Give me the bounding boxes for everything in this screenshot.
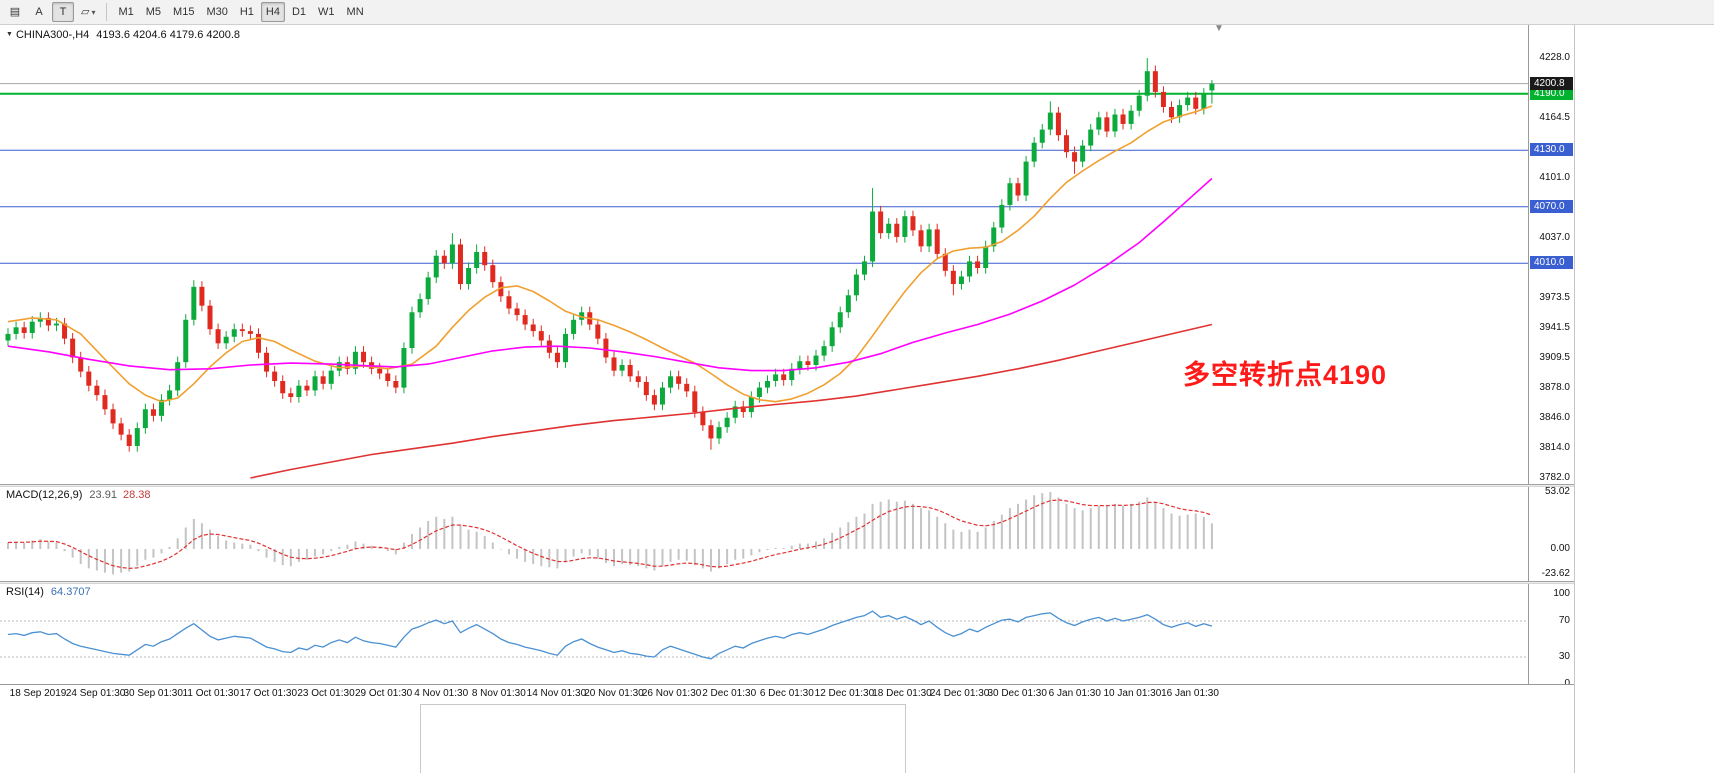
candlestick-chart[interactable] xyxy=(0,25,1528,484)
shapes-dropdown-button[interactable]: ▱ ▾ xyxy=(81,6,96,18)
dropdown-caret-icon: ▾ xyxy=(91,8,96,17)
price-badge: 4200.8 xyxy=(1530,76,1573,90)
chart-header: ▼ CHINA300-,H4 4193.6 4204.6 4179.6 4200.8 xyxy=(6,29,240,41)
rsi-axis-label: 30 xyxy=(1558,651,1570,662)
toolbar-separator xyxy=(106,3,108,21)
rsi-axis-label: 100 xyxy=(1553,588,1570,599)
time-axis-label: 30 Dec 01:30 xyxy=(987,688,1047,699)
time-axis-label: 10 Jan 01:30 xyxy=(1103,688,1162,699)
time-axis-label: 14 Nov 01:30 xyxy=(526,688,587,699)
price-axis-label: 4037.0 xyxy=(1539,231,1570,243)
timeframe-h1-button[interactable]: H1 xyxy=(239,6,254,18)
macd-value-main: 23.91 xyxy=(89,489,117,501)
timeframe-m5-button[interactable]: M5 xyxy=(145,6,162,18)
symbol-dropdown-icon[interactable]: ▼ xyxy=(6,31,13,38)
time-axis-label: 12 Dec 01:30 xyxy=(814,688,875,699)
price-badge: 4190.0 xyxy=(1530,86,1573,100)
rsi-chart[interactable] xyxy=(0,584,1528,684)
time-axis-label: 29 Oct 01:30 xyxy=(354,688,413,699)
time-axis-label: 18 Sep 2019 xyxy=(9,688,67,699)
price-axis-label: 3814.0 xyxy=(1539,441,1570,453)
macd-chart[interactable] xyxy=(0,487,1528,581)
panel-splitter[interactable] xyxy=(0,484,1574,487)
time-axis-label: 23 Oct 01:30 xyxy=(297,688,355,699)
chart-ohlc-values: 4193.6 4204.6 4179.6 4200.8 xyxy=(96,29,241,41)
time-axis-label: 24 Dec 01:30 xyxy=(929,688,990,699)
timeframe-w1-button[interactable]: W1 xyxy=(318,6,335,18)
time-axis-label: 16 Jan 01:30 xyxy=(1161,688,1219,699)
macd-axis-label: -23.62 xyxy=(1541,568,1570,580)
macd-axis-label: 0.00 xyxy=(1550,543,1570,554)
macd-signal-line xyxy=(7,499,1213,570)
bottom-area xyxy=(0,702,1574,773)
macd-panel[interactable]: MACD(12,26,9) 23.91 28.38 xyxy=(0,487,1528,581)
ma-mid xyxy=(7,177,1213,372)
ma-slow xyxy=(250,323,1213,479)
price-axis-label: 3846.0 xyxy=(1539,411,1570,423)
timeframe-m1-button[interactable]: M1 xyxy=(118,6,134,18)
drawing-tools-group: ▤ A T ▱ ▾ xyxy=(3,0,101,24)
toolbar: ▤ A T ▱ ▾ M1 M5 M15 M30 H1 H4 D1 W1 MN xyxy=(0,0,1714,25)
time-axis-label: 6 Dec 01:30 xyxy=(759,688,814,699)
time-axis[interactable]: 18 Sep 2019 24 Sep 01:30 30 Sep 01:30 11 Oc… xyxy=(0,684,1574,702)
time-axis-label: 30 Sep 01:30 xyxy=(123,688,183,699)
timeframe-h4-button[interactable]: H4 xyxy=(260,2,285,22)
price-badge: 4070.0 xyxy=(1530,199,1573,213)
rsi-axis[interactable]: 100 70 30 0 xyxy=(1528,584,1574,689)
price-axis[interactable]: 4228.04164.54101.04037.04005.63973.53941… xyxy=(1528,25,1574,484)
macd-axis[interactable]: 53.02 0.00 -23.62 xyxy=(1528,486,1574,581)
timeframe-group: M1 M5 M15 M30 H1 H4 D1 W1 MN xyxy=(112,0,369,24)
time-axis-label: 11 Oct 01:30 xyxy=(182,688,240,699)
ma-fast xyxy=(7,105,1213,403)
rsi-title: RSI(14) xyxy=(6,586,44,598)
price-badge: 4130.0 xyxy=(1530,143,1573,157)
rsi-value: 64.3707 xyxy=(50,586,91,598)
price-axis-label: 3941.5 xyxy=(1539,321,1570,333)
timeframe-d1-button[interactable]: D1 xyxy=(291,6,307,18)
cursor-tool-button[interactable]: ▤ xyxy=(9,6,21,18)
timeframe-m15-button[interactable]: M15 xyxy=(173,6,195,18)
rsi-line xyxy=(7,610,1213,660)
right-margin-area xyxy=(1574,25,1714,773)
price-badge: 4010.0 xyxy=(1530,256,1573,270)
time-axis-label: 6 Jan 01:30 xyxy=(1048,688,1101,699)
rsi-panel[interactable]: RSI(14) 64.3707 xyxy=(0,584,1528,684)
macd-axis-label: 53.02 xyxy=(1544,486,1570,497)
macd-value-signal: 28.38 xyxy=(122,489,151,501)
price-chart-plot-area[interactable]: ▼ CHINA300-,H4 4193.6 4204.6 4179.6 4200.8… xyxy=(0,25,1528,484)
macd-header: MACD(12,26,9) 23.91 28.38 xyxy=(6,489,150,501)
price-axis-label: 4228.0 xyxy=(1539,52,1570,63)
timeframe-m30-button[interactable]: M30 xyxy=(206,6,228,18)
rsi-axis-label: 0 xyxy=(1564,678,1570,689)
time-axis-label: 24 Sep 01:30 xyxy=(65,688,126,699)
bottom-window-fragment xyxy=(420,704,906,773)
text-tool-button[interactable]: T xyxy=(52,2,74,22)
price-axis-label: 4101.0 xyxy=(1539,171,1570,183)
price-axis-label: 3782.0 xyxy=(1539,472,1570,483)
time-axis-label: 20 Nov 01:30 xyxy=(584,688,644,699)
time-axis-label: 26 Nov 01:30 xyxy=(641,688,702,699)
time-axis-label: 8 Nov 01:30 xyxy=(471,688,526,699)
chart-shift-marker-icon[interactable]: ▼ xyxy=(1214,25,1224,34)
annotation-text: 多空转折点4190 xyxy=(1183,360,1388,390)
price-axis-label: 3878.0 xyxy=(1539,381,1570,393)
time-axis-label: 2 Dec 01:30 xyxy=(702,688,757,699)
text-annotation-a-button[interactable]: A xyxy=(35,6,43,18)
rsi-header: RSI(14) 64.3707 xyxy=(6,586,91,598)
time-axis-label: 17 Oct 01:30 xyxy=(239,688,298,699)
price-axis-label: 4164.5 xyxy=(1539,111,1570,123)
time-axis-label: 4 Nov 01:30 xyxy=(414,688,469,699)
time-axis-label: 18 Dec 01:30 xyxy=(872,688,932,699)
rsi-axis-label: 70 xyxy=(1558,615,1570,626)
chart-symbol-label: CHINA300-,H4 xyxy=(15,29,90,41)
timeframe-mn-button[interactable]: MN xyxy=(346,6,364,18)
price-axis-label: 3909.5 xyxy=(1539,351,1570,363)
panel-splitter[interactable] xyxy=(0,581,1574,584)
price-axis-label: 3973.5 xyxy=(1539,291,1570,303)
macd-title: MACD(12,26,9) xyxy=(6,489,83,501)
